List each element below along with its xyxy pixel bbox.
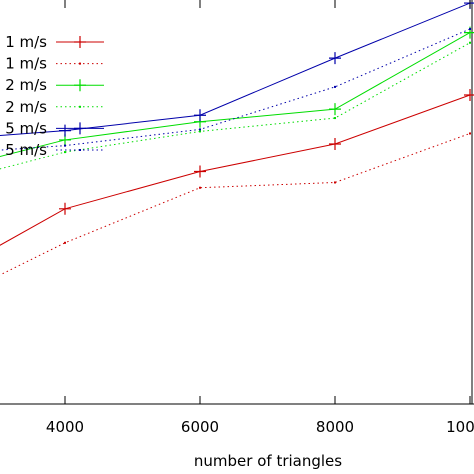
data-point xyxy=(194,165,206,178)
legend-swatch-marker xyxy=(74,79,86,92)
series-layer xyxy=(0,0,474,276)
data-point xyxy=(329,103,341,116)
data-point xyxy=(199,128,201,131)
data-point xyxy=(334,117,336,120)
data-point xyxy=(59,202,71,215)
data-point xyxy=(469,41,471,44)
series xyxy=(0,27,471,151)
series xyxy=(0,88,474,246)
legend-swatch-marker xyxy=(74,122,86,135)
legend-label: 2 m/s xyxy=(5,98,47,116)
legend-label: 1 m/s xyxy=(5,55,47,73)
legend-swatch-marker xyxy=(74,36,86,48)
series-line xyxy=(0,32,471,158)
legend-label: 5 m/s xyxy=(5,141,47,159)
series xyxy=(0,0,474,137)
x-tick-label: 4000 xyxy=(46,418,84,436)
legend-swatch-marker xyxy=(79,149,81,151)
legend-item: 1 m/s xyxy=(5,33,104,51)
data-point xyxy=(64,144,66,147)
data-point xyxy=(64,241,66,244)
series-line xyxy=(0,132,471,276)
data-point xyxy=(334,181,336,184)
series-line xyxy=(0,42,471,170)
data-point xyxy=(199,130,201,133)
legend-item: 5 m/s xyxy=(5,119,104,137)
data-point xyxy=(469,132,471,135)
data-point xyxy=(199,186,201,189)
data-point xyxy=(469,27,471,30)
legend: 1 m/s 1 m/s 2 m/s 2 m/s 5 m/s 5 m/s xyxy=(5,33,104,159)
data-point xyxy=(64,151,66,154)
data-point xyxy=(59,124,71,137)
x-tick-layer: 4000 6000 8000 10000 xyxy=(46,0,474,436)
series-line xyxy=(0,94,471,246)
series-line xyxy=(0,28,471,151)
legend-item: 2 m/s xyxy=(5,76,104,94)
legend-label: 2 m/s xyxy=(5,76,47,94)
x-tick-label: 6000 xyxy=(181,418,219,436)
legend-item: 1 m/s xyxy=(5,55,104,73)
legend-label: 5 m/s xyxy=(5,119,47,137)
data-point xyxy=(329,52,341,65)
x-tick-label: 10000 xyxy=(446,418,474,436)
series xyxy=(0,26,474,158)
data-point xyxy=(194,109,206,122)
legend-item: 5 m/s xyxy=(5,141,104,159)
x-axis-label: number of triangles xyxy=(194,452,342,470)
data-point xyxy=(329,137,341,150)
legend-swatch-marker xyxy=(79,62,81,65)
plot-frame xyxy=(0,0,474,405)
legend-item: 2 m/s xyxy=(5,98,104,116)
legend-swatch-marker xyxy=(79,105,81,108)
data-point xyxy=(334,85,336,88)
series xyxy=(0,41,471,170)
x-tick-label: 8000 xyxy=(316,418,354,436)
legend-label: 1 m/s xyxy=(5,33,47,51)
data-point xyxy=(464,88,474,101)
series xyxy=(0,132,471,276)
